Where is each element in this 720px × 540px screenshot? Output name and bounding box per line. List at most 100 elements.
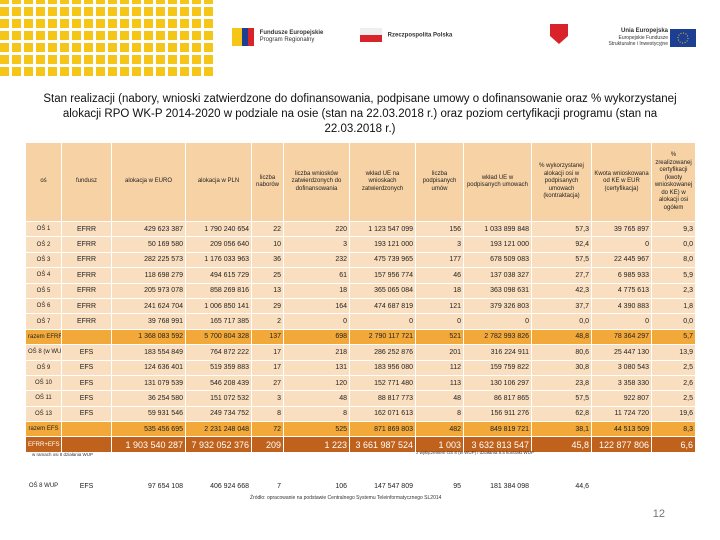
logo-ue: Unia Europejska Europejskie Fundusze Stru… <box>598 28 700 48</box>
table-cell <box>61 421 112 438</box>
table-cell: 1 790 240 654 <box>185 220 252 238</box>
table-cell: 6 985 933 <box>591 267 652 284</box>
title: Stan realizacji (nabory, wnioski zatwier… <box>43 93 677 135</box>
header-cell: oś <box>25 142 62 222</box>
table-cell: 678 509 083 <box>463 251 532 269</box>
table-cell: 475 739 965 <box>349 251 416 269</box>
table-cell: 162 071 613 <box>349 405 416 423</box>
table-cell: 365 065 084 <box>349 282 416 299</box>
header-cell: alokacja w EURO <box>111 142 186 222</box>
header-cell: wkład UE na wnioskach zatwierdzonych <box>349 142 416 222</box>
logo-text: Rzeczpospolita Polska <box>387 32 453 39</box>
table-cell: 121 <box>415 297 464 315</box>
table-cell: 92,4 <box>531 236 592 253</box>
table-cell: EFS <box>61 478 112 494</box>
table-cell: 2 782 993 826 <box>463 328 532 346</box>
table-cell: OŚ 4 <box>25 267 62 284</box>
table-cell: 8 <box>251 405 284 423</box>
table-cell: 95 <box>415 478 464 494</box>
table-cell: 62,8 <box>531 405 592 423</box>
table-cell: 218 <box>283 344 350 361</box>
table-cell: 57,3 <box>531 220 592 238</box>
table-cell: 183 554 849 <box>111 344 186 361</box>
table-cell: 57,5 <box>531 251 592 269</box>
stripes <box>0 0 215 76</box>
table-cell: 183 956 080 <box>349 359 416 376</box>
table-cell: 546 208 439 <box>185 374 252 392</box>
table-cell: 118 698 279 <box>111 267 186 284</box>
table-cell: 193 121 000 <box>349 236 416 253</box>
table-cell: 120 <box>283 374 350 392</box>
logo-text: Unia Europejska <box>620 28 668 34</box>
table-cell: 922 807 <box>591 390 652 407</box>
header-cell: liczba podpisanych umów <box>415 142 464 222</box>
table-cell: 61 <box>283 267 350 284</box>
table-cell: 8 <box>415 405 464 423</box>
table-cell: 156 <box>415 220 464 238</box>
table-cell: 3 661 987 524 <box>349 436 416 453</box>
table-cell: 151 072 532 <box>185 390 252 407</box>
table-cell: 13 <box>251 282 284 299</box>
table-cell: 241 624 704 <box>111 297 186 315</box>
table-cell: 36 <box>251 251 284 269</box>
table-cell: 165 717 385 <box>185 313 252 330</box>
table-cell: 205 973 078 <box>111 282 186 299</box>
table-cell: EFS <box>61 405 112 423</box>
table-cell: 13,9 <box>651 344 696 361</box>
table-cell: 249 734 752 <box>185 405 252 423</box>
table-cell: 106 <box>283 478 350 494</box>
table-cell: 698 <box>283 328 350 346</box>
table-cell: 535 456 695 <box>111 421 186 438</box>
table-cell: 44,6 <box>531 478 592 494</box>
table-cell: OŚ 10 <box>25 374 62 392</box>
table-cell: 78 364 297 <box>591 328 652 346</box>
table-row: OŚ 2 EFRR 50 169 580 209 056 640 10 3 193 121 … <box>25 236 696 253</box>
table-cell: OŚ 13 <box>25 405 62 423</box>
table-cell: razem EFS <box>25 421 62 438</box>
table-cell: 871 869 803 <box>349 421 416 438</box>
banner: Fundusze Europejskie Program Regionalny R… <box>0 0 720 76</box>
table-cell: 7 932 052 376 <box>185 436 252 453</box>
table-cell: 112 <box>415 359 464 376</box>
table-cell: 48,8 <box>531 328 592 346</box>
table-cell: 25 <box>251 267 284 284</box>
table-cell: 764 872 222 <box>185 344 252 361</box>
table-cell: 39 765 897 <box>591 220 652 238</box>
table-cell: EFS <box>61 390 112 407</box>
table-cell: 2 790 117 721 <box>349 328 416 346</box>
table-cell: OŚ 2 <box>25 236 62 253</box>
table-cell: EFS <box>61 344 112 361</box>
table-cell: 4 775 613 <box>591 282 652 299</box>
table-cell: 1 368 083 592 <box>111 328 186 346</box>
table-cell: 29 <box>251 297 284 315</box>
table-cell: 59 931 546 <box>111 405 186 423</box>
table-cell: 1 223 <box>283 436 350 453</box>
table-row: EFRR+EFS 1 903 540 287 7 932 052 376 209 1 2… <box>25 436 696 453</box>
table-cell: 164 <box>283 297 350 315</box>
table-cell: 9,3 <box>651 220 696 238</box>
table-cell: 97 654 108 <box>111 478 186 494</box>
table-row: OŚ 11 EFS 36 254 580 151 072 532 3 48 88 817 7… <box>25 390 696 407</box>
table-cell: 27,7 <box>531 267 592 284</box>
table-cell: 44 513 509 <box>591 421 652 438</box>
table-cell: 0,0 <box>651 236 696 253</box>
table-cell: OŚ 11 <box>25 390 62 407</box>
table-cell: 57,5 <box>531 390 592 407</box>
table-cell: 137 038 327 <box>463 267 532 284</box>
table-cell: 2,5 <box>651 390 696 407</box>
table-cell: 131 079 539 <box>111 374 186 392</box>
table-cell: 201 <box>415 344 464 361</box>
table-cell: EFRR+EFS <box>25 436 62 453</box>
table-cell: 525 <box>283 421 350 438</box>
table-cell: 42,3 <box>531 282 592 299</box>
table-cell: 25 447 130 <box>591 344 652 361</box>
table-cell: 2,3 <box>651 282 696 299</box>
table-cell: EFRR <box>61 236 112 253</box>
table-cell: 0 <box>591 313 652 330</box>
table-cell: 181 384 098 <box>463 478 532 494</box>
icon <box>550 24 568 44</box>
table-cell: 849 819 721 <box>463 421 532 438</box>
table-cell: OŚ 1 <box>25 220 62 238</box>
page-number: 12 <box>652 508 665 520</box>
table-cell: 3 632 813 547 <box>463 436 532 453</box>
